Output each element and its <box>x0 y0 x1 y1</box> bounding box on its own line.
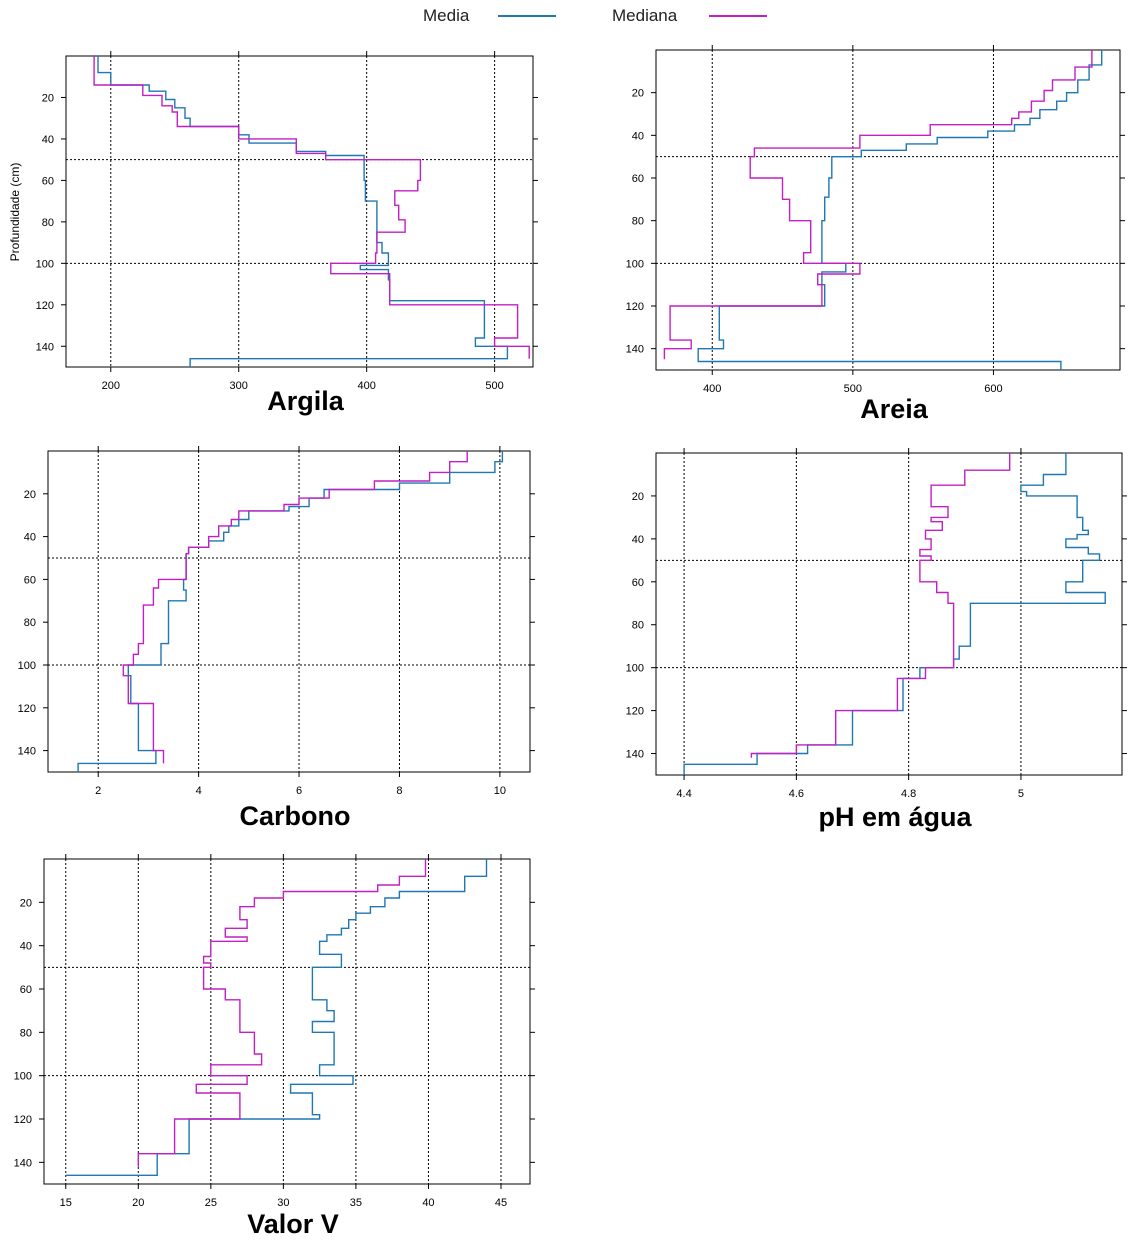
y-tick-label: 40 <box>20 941 32 953</box>
x-tick-label: 300 <box>230 380 248 392</box>
y-tick-label: 40 <box>632 130 644 142</box>
chart-title: Carbono <box>240 801 351 831</box>
chart-title: Areia <box>860 394 929 424</box>
y-tick-label: 80 <box>632 620 644 632</box>
y-tick-label: 60 <box>632 173 644 185</box>
y-tick-label: 120 <box>626 706 644 718</box>
y-tick-label: 140 <box>626 749 644 761</box>
legend-label-mediana: Mediana <box>612 6 678 25</box>
y-tick-label: 40 <box>42 134 54 146</box>
plot-frame <box>655 49 1121 371</box>
y-tick-label: 140 <box>14 1157 32 1169</box>
y-tick-label: 100 <box>36 258 54 270</box>
x-tick-label: 4.6 <box>789 788 804 800</box>
legend-line-media <box>498 15 556 17</box>
legend-line-mediana <box>709 15 767 17</box>
plot-frame <box>65 55 534 368</box>
legend-label-media: Media <box>423 6 470 25</box>
y-tick-label: 140 <box>36 341 54 353</box>
x-tick-label: 400 <box>357 380 375 392</box>
series-line-mediana <box>137 859 427 1167</box>
x-tick-label: 40 <box>422 1197 434 1209</box>
series-line-media <box>77 451 504 772</box>
series-line-mediana <box>750 453 1011 758</box>
x-tick-label: 2 <box>95 785 101 797</box>
y-tick-label: 140 <box>626 344 644 356</box>
y-tick-label: 120 <box>36 300 54 312</box>
y-tick-label: 20 <box>632 491 644 503</box>
y-tick-label: 80 <box>20 1027 32 1039</box>
chart-title: pH em água <box>818 802 972 832</box>
chart-panel-5: 15 20 25 30 35 40 45 20 40 60 80 100 120 140 Valor V <box>14 854 535 1239</box>
y-tick-label: 40 <box>24 532 36 544</box>
y-tick-label: 60 <box>632 577 644 589</box>
x-tick-label: 20 <box>132 1197 144 1209</box>
y-tick-label: 20 <box>42 92 54 104</box>
x-tick-label: 500 <box>485 380 503 392</box>
x-tick-label: 4.8 <box>901 788 916 800</box>
chart-title: Valor V <box>247 1209 339 1239</box>
series-line-media <box>683 453 1106 775</box>
x-tick-label: 400 <box>703 383 721 395</box>
chart-title: Argila <box>267 386 345 416</box>
x-tick-label: 8 <box>396 785 402 797</box>
y-tick-label: 80 <box>24 617 36 629</box>
y-tick-label: 80 <box>632 216 644 228</box>
series-line-mediana <box>122 451 468 764</box>
chart-panel-4: 4.4 4.6 4.8 5 20 40 60 80 100 120 140 pH em água <box>626 448 1127 832</box>
y-tick-label: 100 <box>18 660 36 672</box>
series-line-media <box>65 859 488 1176</box>
plot-frame <box>655 452 1123 776</box>
x-tick-label: 35 <box>350 1197 362 1209</box>
y-tick-label: 40 <box>632 534 644 546</box>
series-line-media <box>97 56 509 367</box>
y-tick-label: 120 <box>18 703 36 715</box>
x-tick-label: 600 <box>984 383 1002 395</box>
x-tick-label: 4.4 <box>676 788 691 800</box>
y-tick-label: 60 <box>20 984 32 996</box>
y-tick-label: 140 <box>18 746 36 758</box>
x-tick-label: 45 <box>495 1197 507 1209</box>
x-tick-label: 15 <box>60 1197 72 1209</box>
chart-panel-3: 2 4 6 8 10 20 40 60 80 100 120 140 Carbono <box>18 446 535 831</box>
x-tick-label: 4 <box>196 785 202 797</box>
x-tick-label: 5 <box>1018 788 1024 800</box>
y-tick-label: 60 <box>24 574 36 586</box>
x-tick-label: 500 <box>844 383 862 395</box>
series-line-mediana <box>663 50 1093 360</box>
series-line-mediana <box>93 56 530 359</box>
y-tick-label: 120 <box>14 1114 32 1126</box>
y-tick-label: 20 <box>24 489 36 501</box>
plot-frame <box>43 858 531 1185</box>
y-tick-label: 20 <box>632 88 644 100</box>
x-tick-label: 6 <box>296 785 302 797</box>
series-line-media <box>697 50 1103 370</box>
plot-frame <box>47 450 531 773</box>
x-tick-label: 30 <box>277 1197 289 1209</box>
y-axis-label: Profundidade (cm) <box>8 163 22 262</box>
legend: Media Mediana <box>0 0 1128 34</box>
y-tick-label: 80 <box>42 217 54 229</box>
x-tick-label: 25 <box>205 1197 217 1209</box>
x-tick-label: 10 <box>494 785 506 797</box>
y-tick-label: 100 <box>14 1071 32 1083</box>
chart-panel-1: 200 300 400 500 20 40 60 80 100 120 140 Argila <box>36 51 538 416</box>
y-tick-label: 100 <box>626 258 644 270</box>
chart-panel-2: 400 500 600 20 40 60 80 100 120 140 Areia <box>626 45 1125 424</box>
x-tick-label: 200 <box>102 380 120 392</box>
y-tick-label: 20 <box>20 897 32 909</box>
y-tick-label: 100 <box>626 663 644 675</box>
y-tick-label: 60 <box>42 175 54 187</box>
y-tick-label: 120 <box>626 301 644 313</box>
